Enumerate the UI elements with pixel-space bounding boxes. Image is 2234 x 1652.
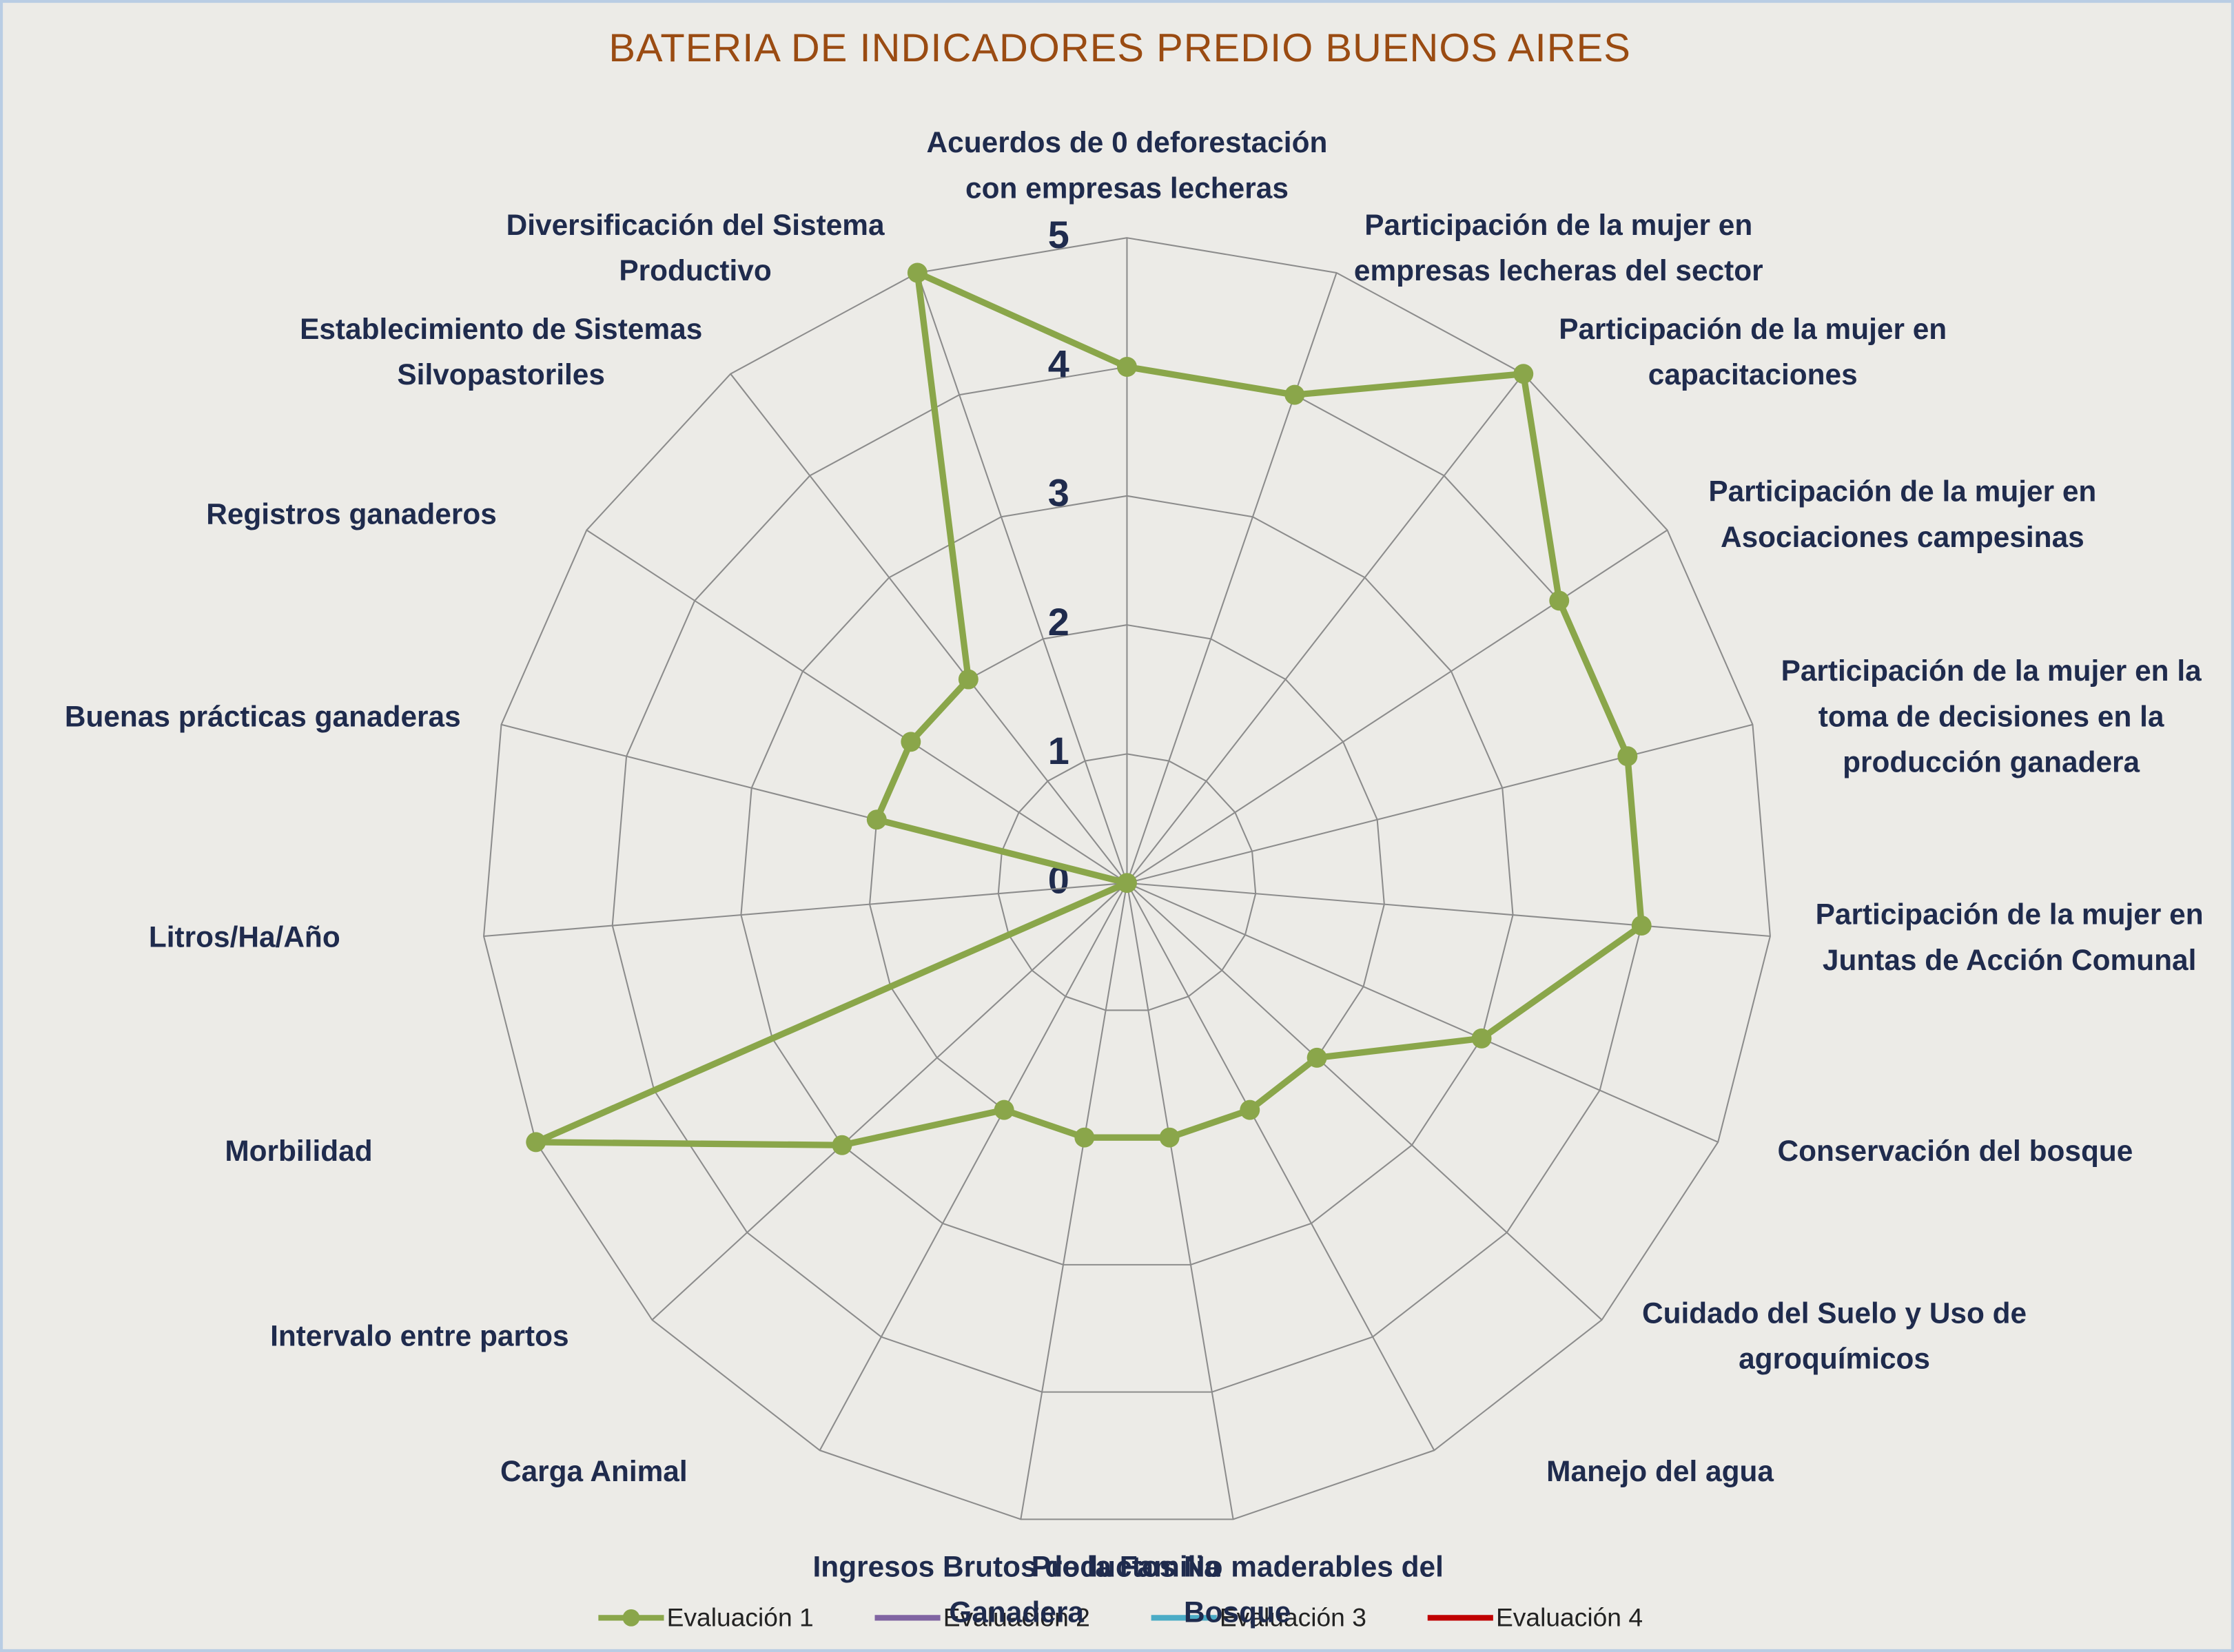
data-point (1116, 873, 1137, 894)
spoke (1126, 272, 1338, 884)
category-label: Participación de la mujer en capacitacio… (1559, 313, 1947, 393)
spoke (1127, 882, 1719, 1143)
r-tick-label: 5 (1048, 213, 1069, 256)
spoke (1126, 882, 1234, 1520)
legend-label: Evaluación 1 (667, 1602, 814, 1631)
category-label: Productos No maderables del Bosque (1031, 1550, 1444, 1629)
category-label: Conservación del bosque (1777, 1135, 2133, 1168)
data-point (1631, 916, 1652, 936)
spoke (1020, 882, 1128, 1520)
category-label: Buenas prácticas ganaderas (64, 701, 461, 734)
data-point (1284, 384, 1305, 405)
category-label: Carga Animal (500, 1456, 688, 1489)
data-point (1617, 746, 1638, 767)
category-label: Participación de la mujer en Asociacione… (1708, 476, 2097, 555)
legend-marker (622, 1609, 640, 1627)
data-point (907, 262, 928, 283)
spoke (1127, 723, 1753, 884)
spoke (483, 882, 1127, 938)
category-label: Ingresos Brutos de la Familia Ganadera (812, 1550, 1220, 1629)
grid-ring (997, 753, 1257, 1011)
category-label: Acuerdos de 0 deforestación con empresas… (926, 126, 1328, 205)
data-point (994, 1099, 1014, 1120)
series-line (533, 269, 1645, 1148)
category-label: Participación de la mujer en Juntas de A… (1815, 898, 2204, 977)
legend-label: Evaluación 3 (1220, 1602, 1366, 1631)
data-point (1074, 1127, 1095, 1148)
spoke (586, 529, 1128, 884)
category-label: Cuidado del Suelo y Uso de agroquímicos (1641, 1297, 2027, 1376)
r-tick-label: 4 (1048, 342, 1069, 385)
data-point (1306, 1047, 1327, 1068)
data-point (866, 809, 887, 830)
category-label: Participación de la mujer en empresas le… (1353, 208, 1763, 287)
data-point (901, 732, 921, 752)
spoke (1126, 882, 1603, 1321)
chart-title: BATERIA DE INDICADORES PREDIO BUENOS AIR… (608, 25, 1631, 70)
category-label: Establecimiento de Sistemas Silvopastori… (300, 313, 703, 393)
data-point (1549, 590, 1570, 611)
data-point (1513, 364, 1534, 384)
r-tick-label: 2 (1048, 600, 1069, 643)
data-point (1471, 1028, 1492, 1049)
data-point (958, 669, 978, 690)
legend-label: Evaluación 4 (1496, 1602, 1643, 1631)
spoke (730, 373, 1128, 884)
spoke (1126, 882, 1435, 1451)
data-point (526, 1132, 546, 1153)
r-tick-label: 1 (1048, 729, 1069, 772)
category-label: Litros/Ha/Año (148, 921, 340, 954)
data-point (1159, 1127, 1180, 1148)
data-point (1240, 1099, 1260, 1120)
category-label: Registros ganaderos (206, 499, 497, 532)
spoke (1126, 529, 1668, 884)
data-point (1116, 357, 1137, 377)
category-label: Participación de la mujer en la toma de … (1781, 655, 2202, 780)
data-point (832, 1135, 852, 1155)
category-label: Intervalo entre partos (270, 1320, 569, 1353)
spoke (916, 272, 1128, 884)
spoke (1126, 373, 1524, 884)
category-label: Morbilidad (225, 1135, 373, 1168)
spoke (1127, 882, 1770, 938)
grid-ring (483, 237, 1771, 1520)
spoke (651, 882, 1128, 1321)
spoke (819, 882, 1128, 1451)
category-label: Manejo del agua (1546, 1456, 1774, 1489)
grid-ring (740, 495, 1514, 1266)
category-label: Diversificación del Sistema Productivo (506, 208, 885, 287)
legend-label: Evaluación 2 (943, 1602, 1090, 1631)
r-tick-label: 3 (1048, 471, 1069, 515)
